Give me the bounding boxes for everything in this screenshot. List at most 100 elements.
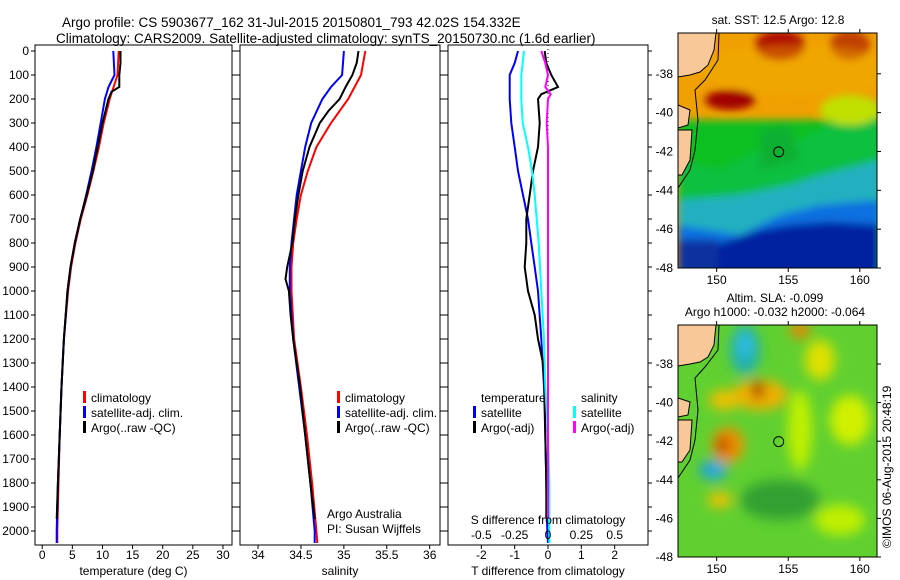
plot-frame [34, 44, 233, 546]
series-line-s-argo-adj- [540, 50, 552, 519]
argo-location-marker [773, 436, 785, 448]
x-tick-label: 0 [545, 548, 552, 562]
shelf-contour [678, 325, 720, 479]
y-tick-label: -46 [656, 222, 674, 236]
imos-credit: ©IMOS 06-Aug-2015 20:48:19 [880, 385, 894, 548]
y-tick-label: 1800 [2, 476, 29, 490]
x-tick-label: 34 [251, 548, 265, 562]
figure-title-line1: Argo profile: CS 5903677_162 31-Jul-2015… [62, 15, 521, 30]
legend-label: satellite [481, 406, 522, 420]
x-tick-label: 5 [69, 548, 76, 562]
y-tick-label: -46 [656, 511, 674, 525]
x-tick-label: 155 [778, 562, 798, 576]
x-tick-label: 10 [96, 548, 110, 562]
y-tick-label: -44 [656, 183, 674, 197]
land-tasmania [678, 419, 693, 463]
sst-map-axes: 150 155 160 -38 -40 -42 -44 -46 -48 [656, 29, 881, 287]
x-tick-label: 25 [186, 548, 200, 562]
legend-label: Argo(..raw -QC) [91, 421, 176, 435]
y-tick-label: 100 [9, 68, 29, 82]
x-tick-label: -2 [476, 548, 487, 562]
legend-label: satellite-adj. clim. [91, 406, 183, 420]
difference-legend: temperature satellite Argo(-adj) salinit… [473, 391, 634, 435]
y-tick-label: -38 [656, 67, 674, 81]
land-tasmania [678, 129, 693, 176]
x-tick-label: 36 [423, 548, 437, 562]
temperature-legend: climatology satellite-adj. clim. Argo(..… [83, 391, 183, 435]
y-tick-label: 700 [9, 212, 29, 226]
legend-swatch-s-argo [573, 421, 576, 433]
legend-swatch-t-satellite [473, 406, 476, 418]
argo-location-marker [773, 146, 785, 158]
x-tick-label: 0 [39, 548, 46, 562]
y-tick-label: 1000 [2, 284, 29, 298]
y-tick-label: 1600 [2, 428, 29, 442]
x-tick-label: 35.5 [375, 548, 399, 562]
salinity-panel: 34 34.5 35 35.5 36 salinity [236, 44, 444, 578]
x2-axis-label: S difference from climatology [471, 513, 626, 527]
legend-swatch-argo [83, 421, 86, 433]
x-tick-label: 160 [850, 273, 870, 287]
y-tick-label: 800 [9, 236, 29, 250]
shelf-contour [678, 33, 720, 189]
land-tasmania-north [678, 104, 691, 129]
legend-swatch-t-argo [473, 421, 476, 433]
x-tick-label: 30 [216, 548, 230, 562]
x-axis-label: T difference from climatology [471, 564, 625, 578]
y-tick-label: -44 [656, 473, 674, 487]
y-tick-label: 1500 [2, 404, 29, 418]
legend-label: satellite-adj. clim. [345, 406, 437, 420]
salinity-legend: climatology satellite-adj. clim. Argo(..… [337, 391, 437, 435]
x-tick-label: 160 [850, 562, 870, 576]
y-tick-label: 1100 [3, 308, 29, 322]
y-tick-label: 600 [9, 188, 29, 202]
x-tick-label: 1 [578, 548, 585, 562]
y-tick-label: -40 [656, 106, 674, 120]
x-tick-label: 15 [126, 548, 140, 562]
legend-label: climatology [345, 391, 405, 405]
series-line-argo-raw-qc- [55, 51, 122, 520]
plot-frame [239, 44, 441, 546]
y-tick-label: -42 [656, 434, 674, 448]
legend-swatch-satellite [337, 406, 340, 418]
y-tick-label: 0 [22, 44, 29, 58]
y-tick-label: 2000 [2, 524, 29, 538]
x2-tick-label: -0.5 [471, 528, 492, 542]
land-australia [678, 325, 717, 367]
x-tick-label: 150 [707, 562, 727, 576]
y-tick-label: -38 [656, 357, 674, 371]
y-tick-label: 400 [9, 140, 29, 154]
sla-map-axes: 150 155 160 -38 -40 -42 -44 -46 -48 [656, 321, 881, 576]
s-difference-ticks: -0.5 -0.25 0 0.25 0.5 [471, 528, 623, 542]
legend-swatch-satellite [83, 406, 86, 418]
y-tick-label: -42 [656, 144, 674, 158]
series-line-climatology [290, 50, 367, 544]
legend-title-temperature: temperature [481, 391, 546, 405]
sst-map-title: sat. SST: 12.5 Argo: 12.8 [712, 13, 845, 27]
x-tick-label: 150 [707, 273, 727, 287]
difference-panel: -2 -1 0 1 2 T difference from climatology [444, 44, 652, 578]
sla-map-subtitle: Argo h1000: -0.032 h2000: -0.064 [685, 305, 865, 319]
legend-swatch-argo [337, 421, 340, 433]
x2-tick-label: -0.25 [501, 528, 529, 542]
x2-tick-label: 0.25 [570, 528, 594, 542]
x-tick-label: 20 [156, 548, 170, 562]
annotation-pi: PI: Susan Wijffels [327, 522, 421, 536]
temperature-panel: 0100200300400500600700800900100011001200… [2, 44, 236, 578]
y-tick-label: 300 [9, 116, 29, 130]
sst-map [678, 33, 877, 268]
figure-title-line2: Climatology: CARS2009. Satellite-adjuste… [56, 31, 596, 46]
x-axis-label: temperature (deg C) [79, 564, 187, 578]
x-tick-label: 34.5 [289, 548, 313, 562]
y-tick-label: -48 [656, 261, 674, 275]
land-australia [678, 33, 717, 78]
x-axis-label: salinity [322, 564, 359, 578]
x2-tick-label: 0 [545, 528, 552, 542]
legend-label: Argo(-adj) [581, 421, 634, 435]
y-tick-label: -48 [656, 550, 674, 564]
y-tick-label: 200 [9, 92, 29, 106]
legend-swatch-s-satellite [573, 406, 576, 418]
x2-tick-label: 0.5 [606, 528, 623, 542]
sla-map [678, 325, 877, 557]
